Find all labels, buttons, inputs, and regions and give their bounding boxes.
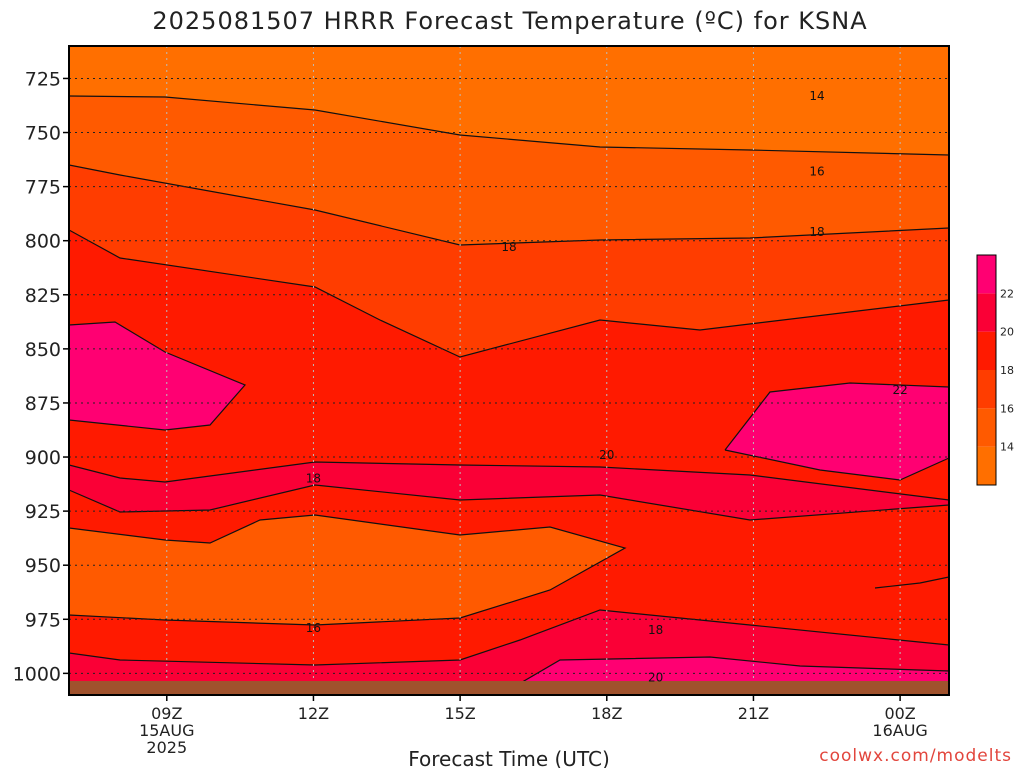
colorbar-swatch bbox=[977, 446, 996, 485]
contour-label: 18 bbox=[809, 225, 824, 239]
credit-text[interactable]: coolwx.com/modelts bbox=[819, 746, 1012, 766]
contour-label: 18 bbox=[306, 472, 321, 486]
colorbar-tick-label: 16 bbox=[1000, 402, 1014, 415]
colorbar-swatch bbox=[977, 255, 996, 294]
colorbar-tick-label: 18 bbox=[1000, 364, 1014, 377]
y-tick-label: 900 bbox=[25, 447, 61, 469]
contour-16-lower bbox=[69, 514, 627, 626]
contour-18-lower bbox=[69, 484, 949, 521]
terrain-surface bbox=[69, 681, 949, 695]
x-tick-label: 12Z bbox=[298, 704, 329, 723]
contour-22-right-lower bbox=[724, 449, 949, 481]
warm-core-right bbox=[725, 383, 949, 480]
y-axis: 725 750 775 800 825 850 875 900 925 950 975 1000 bbox=[13, 68, 69, 685]
colorbar-tick-label: 14 bbox=[1000, 441, 1014, 454]
x-tick-label: 00Z bbox=[884, 704, 915, 723]
contour-18-near-surface bbox=[69, 609, 949, 666]
y-tick-label: 725 bbox=[25, 68, 61, 90]
contour-20-near-surface bbox=[499, 656, 949, 695]
x-tick-label: 09Z bbox=[151, 704, 182, 723]
temperature-field bbox=[69, 46, 949, 695]
colorbar-tick-label: 22 bbox=[1000, 287, 1014, 300]
x-tick-label: 15Z bbox=[444, 704, 475, 723]
x-tick-label: 2025 bbox=[146, 738, 187, 757]
y-tick-label: 775 bbox=[25, 177, 61, 199]
contour-label: 16 bbox=[809, 164, 824, 178]
contour-16-small bbox=[874, 576, 949, 589]
contour-label: 16 bbox=[306, 621, 321, 635]
colorbar: 14 16 18 20 22 bbox=[976, 254, 1014, 486]
contour-label: 20 bbox=[599, 448, 614, 462]
contour-label: 20 bbox=[648, 671, 663, 685]
contour-20 bbox=[69, 461, 949, 501]
y-tick-label: 975 bbox=[25, 609, 61, 631]
x-tick-label: 21Z bbox=[738, 704, 769, 723]
y-tick-label: 950 bbox=[25, 555, 61, 577]
contour-labels: 14 16 18 18 22 20 18 16 18 20 bbox=[306, 89, 908, 685]
contour-lines bbox=[69, 95, 949, 695]
y-tick-label: 750 bbox=[25, 123, 61, 145]
y-tick-label: 850 bbox=[25, 339, 61, 361]
contour-label: 22 bbox=[892, 383, 907, 397]
y-tick-label: 825 bbox=[25, 285, 61, 307]
chart-title: 2025081507 HRRR Forecast Temperature (ºC… bbox=[152, 7, 867, 35]
x-tick-label: 16AUG bbox=[872, 721, 927, 740]
x-axis-label: Forecast Time (UTC) bbox=[408, 747, 610, 768]
y-tick-label: 925 bbox=[25, 501, 61, 523]
colorbar-swatch bbox=[977, 293, 996, 332]
colorbar-tick-label: 20 bbox=[1000, 326, 1014, 339]
contour-14 bbox=[69, 95, 949, 156]
contour-18-upper bbox=[69, 229, 949, 358]
contour-label: 18 bbox=[501, 240, 516, 254]
band-14-16-lower bbox=[69, 515, 625, 625]
y-tick-label: 875 bbox=[25, 393, 61, 415]
colorbar-swatch bbox=[977, 408, 996, 447]
y-tick-label: 800 bbox=[25, 231, 61, 253]
colorbar-swatch bbox=[977, 331, 996, 370]
colorbar-frame bbox=[976, 254, 997, 486]
colorbar-swatch bbox=[977, 370, 996, 409]
contour-label: 18 bbox=[648, 623, 663, 637]
plot-frame bbox=[68, 45, 950, 696]
contour-label: 14 bbox=[809, 89, 824, 103]
x-tick-label: 18Z bbox=[591, 704, 622, 723]
contour-22-right bbox=[724, 382, 949, 451]
grid-lines bbox=[69, 46, 949, 695]
y-tick-label: 1000 bbox=[13, 663, 61, 685]
contour-22-left bbox=[69, 321, 247, 431]
x-tick-label: 15AUG bbox=[139, 721, 194, 740]
